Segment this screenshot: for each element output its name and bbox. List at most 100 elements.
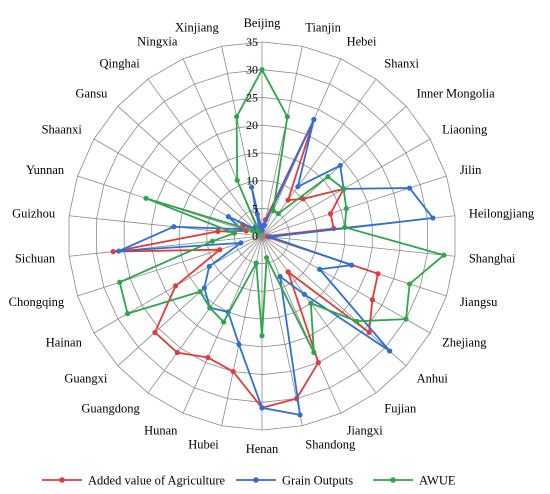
grid-spoke [261,138,431,237]
data-point [311,349,317,356]
grid-spoke [261,235,455,257]
category-label: Yunnan [26,163,65,177]
data-point [234,114,240,120]
legend-swatch-marker [390,477,396,483]
data-point [315,359,321,366]
category-label: Inner Mongolia [417,86,496,100]
category-label: Chongqing [9,295,65,309]
legend-item: Grain Outputs [236,474,353,488]
data-point [301,291,307,297]
data-point [231,230,238,236]
legend: Added value of Agriculture Grain Outputs A… [42,474,456,488]
category-label: Tianjin [305,21,341,35]
category-labels: Beijing Tianjin Hebei Shanxi Inner Mongolia L… [9,16,535,456]
category-label: Guangdong [81,401,140,415]
data-point [117,279,123,285]
category-label: Sichuan [15,251,56,265]
radial-tick-label: 10 [246,174,258,188]
grid-spoke [261,235,377,394]
legend-item: AWUE [373,474,456,488]
grid-spoke [221,235,263,426]
radial-tick-label: 30 [246,63,258,77]
data-point [143,195,149,201]
data-point [325,174,331,180]
legend-swatch-marker [253,477,259,483]
data-point [215,228,221,234]
category-label: Hunan [144,424,178,438]
data-point [275,210,281,217]
category-label: Hebei [347,34,377,48]
grid-spoke [261,235,342,414]
data-point [249,184,255,190]
data-point [205,354,211,361]
data-point [259,67,265,73]
radar-series [110,67,447,418]
data-point [407,185,413,191]
data-point [317,266,323,272]
data-point [387,348,393,354]
radial-tick-label: 35 [246,35,258,49]
category-label: Shaanxi [42,123,83,137]
radial-tick-label: 0 [252,229,258,243]
grid-spoke [261,235,407,367]
data-point [264,255,270,261]
data-point [259,333,265,339]
category-label: Jiangxi [347,424,384,438]
data-point [267,234,273,240]
data-point [327,211,334,217]
grid-spoke [261,175,447,237]
category-label: Shanghai [469,251,516,265]
data-point [430,215,436,221]
category-label: Beijing [244,16,282,30]
data-point [285,269,291,275]
radar-spokes [69,42,455,430]
category-label: Fujian [384,401,417,415]
grid-spoke [117,105,263,237]
data-point [285,197,291,203]
data-point [249,227,255,234]
category-label: Xinjiang [175,21,219,35]
category-label: Shanxi [384,57,419,71]
data-point [284,114,290,120]
data-point [369,297,376,303]
data-point [173,283,179,289]
grid-spoke [261,105,407,237]
data-point [308,300,314,306]
data-point [297,412,303,418]
data-point [259,405,265,411]
radial-tick-label: 5 [252,201,258,215]
data-point [354,318,360,324]
category-label: Hubei [188,437,219,451]
data-point [171,224,177,230]
data-point [225,214,231,220]
legend-label: Grain Outputs [282,474,353,488]
data-point [403,316,409,322]
data-point [236,341,242,348]
data-point [366,329,372,336]
data-point [337,162,343,169]
category-label: Hainan [46,336,83,350]
category-label: Gansu [75,86,108,100]
category-label: Jiangsu [460,295,498,309]
data-point [270,208,276,214]
grid-spoke [69,215,263,237]
data-point [341,186,347,192]
category-label: Henan [246,442,279,456]
category-label: Ningxia [137,34,178,48]
data-point [407,281,413,287]
category-label: Liaoning [442,123,488,137]
category-label: Guangxi [64,372,108,386]
data-point [311,116,317,123]
data-point [110,249,116,255]
data-point [217,247,223,253]
data-point [238,240,244,246]
grid-spoke [261,78,377,237]
data-point [209,238,215,244]
grid-spoke [261,235,303,426]
data-point [375,271,381,277]
data-point [201,285,207,291]
legend-label: Added value of Agriculture [88,474,226,488]
legend-item: Added value of Agriculture [42,474,226,488]
data-point [342,224,348,230]
